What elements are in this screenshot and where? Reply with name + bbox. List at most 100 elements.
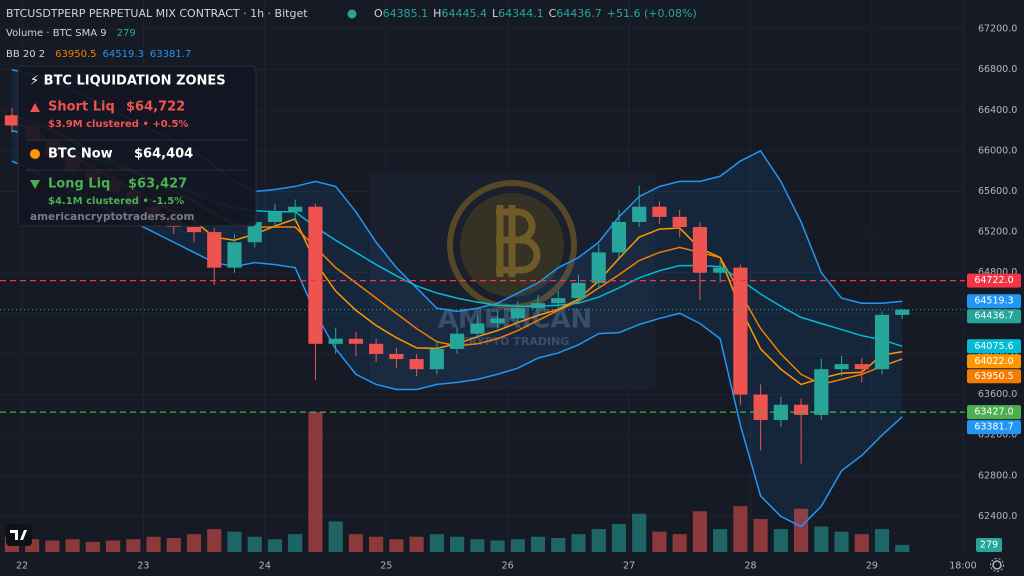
y-tick-label: 62800.0 [978, 470, 1017, 481]
price-badge [967, 354, 1021, 369]
y-tick-label: 63600.0 [978, 389, 1017, 400]
x-tick-label: 23 [137, 561, 149, 572]
price-badge-label: 64022.0 [974, 356, 1013, 367]
price-badge [967, 273, 1021, 288]
volume-bar [166, 538, 181, 552]
up-triangle [30, 103, 40, 112]
price-badge-label: 63381.7 [974, 422, 1013, 433]
x-tick-label: 22 [16, 561, 28, 572]
logo-mark [10, 530, 27, 540]
x-tick-label: 29 [866, 561, 878, 572]
y-tick-label: 63200.0 [978, 430, 1017, 441]
candle-body [308, 206, 323, 344]
volume-bar [652, 531, 667, 552]
volume-bar [854, 534, 869, 552]
info-title: ⚡ BTC LIQUIDATION ZONES [30, 74, 226, 89]
open-value: 64385.1 [383, 7, 429, 20]
y-tick-label: 65600.0 [978, 186, 1017, 197]
price-badge [967, 309, 1021, 324]
y-tick-label: 62400.0 [978, 511, 1017, 522]
volume-bar [389, 539, 404, 552]
bb-basis: 63950.5 [55, 49, 96, 60]
candle-body [247, 221, 262, 243]
info-box-bg [17, 65, 257, 227]
candle-body [470, 323, 485, 334]
now-dot [30, 149, 40, 159]
candle-body [571, 282, 586, 299]
bb-title: BB 20 2 [6, 49, 45, 60]
long-note: $4.1M clustered • -1.5% [48, 196, 184, 207]
change: +51.6 (+0.08%) [607, 7, 697, 20]
candle-body [794, 404, 809, 415]
ohlc-letter: H [433, 7, 441, 20]
candle-body [288, 206, 303, 212]
volume-bar [794, 508, 809, 552]
candle-body [510, 308, 525, 319]
candle-body [449, 333, 465, 349]
candle-body [713, 267, 728, 273]
volume-bar [126, 539, 141, 552]
volume-bar [186, 534, 202, 552]
y-tick-label: 66000.0 [978, 145, 1017, 156]
candle-body [227, 242, 242, 268]
volume-bar [207, 529, 222, 552]
volume-bar [348, 534, 363, 552]
price-badge-label: 64075.6 [974, 341, 1013, 352]
candle-body [267, 211, 283, 222]
now-label: BTC Now [48, 147, 113, 162]
volume-bar [874, 529, 890, 552]
volume-bar [895, 544, 910, 552]
volume-bar [672, 534, 687, 552]
candle-body [530, 303, 546, 309]
y-tick-label: 66400.0 [978, 105, 1017, 116]
time-axis-bg [0, 556, 965, 576]
watermark-coin-face [460, 193, 564, 297]
volume-bar [490, 540, 505, 552]
volume-badge-label: 279 [980, 540, 998, 551]
site: americancryptotraders.com [30, 211, 194, 223]
settings-icon[interactable] [990, 558, 1004, 572]
now-price: $64,404 [134, 147, 193, 162]
y-tick-label: 64000.0 [978, 348, 1017, 359]
bb-lower: 63381.7 [150, 49, 191, 60]
volume-bar [692, 511, 707, 552]
volume-bar [571, 534, 586, 552]
ohlc-row: O64385.1 H64445.4 L64344.1 C64436.7 +51.6 (+… [374, 7, 697, 20]
gear[interactable] [992, 560, 1002, 570]
volume-value: 279 [117, 28, 136, 39]
candle-body [733, 267, 748, 395]
price-badge [967, 405, 1021, 420]
candle-body [409, 359, 424, 370]
price-badge-label: 64722.0 [974, 275, 1013, 286]
volume-bar [713, 529, 728, 552]
candle-body [207, 232, 222, 268]
volume-bar [45, 540, 60, 552]
volume-bar [530, 536, 546, 552]
candle-body [895, 309, 910, 315]
candle-body [672, 216, 687, 228]
bb-upper: 64519.3 [103, 49, 144, 60]
volume-bar [288, 534, 303, 552]
candle-body [591, 252, 606, 283]
tv-logo [6, 524, 32, 546]
candle-body [692, 227, 707, 273]
price-badge-label: 63427.0 [974, 407, 1013, 418]
price-badge-label: 64436.7 [974, 311, 1013, 322]
volume-bar [308, 412, 323, 552]
watermark-subtext: CRYPTO TRADING [461, 335, 570, 348]
volume-bar [227, 531, 242, 552]
gear-teeth[interactable] [990, 558, 1004, 572]
volume-bar [247, 536, 262, 552]
volume-bar [449, 536, 465, 552]
volume-bar [551, 538, 566, 552]
candle-body [389, 353, 404, 360]
price-axis-bg [965, 0, 1024, 576]
price-badge [967, 339, 1021, 354]
watermark-coin [447, 180, 577, 310]
volume-bar [105, 540, 121, 552]
volume-bar [814, 526, 829, 552]
volume-bar [632, 513, 647, 552]
volume-legend: Volume · BTC SMA 9 279 [6, 28, 136, 39]
